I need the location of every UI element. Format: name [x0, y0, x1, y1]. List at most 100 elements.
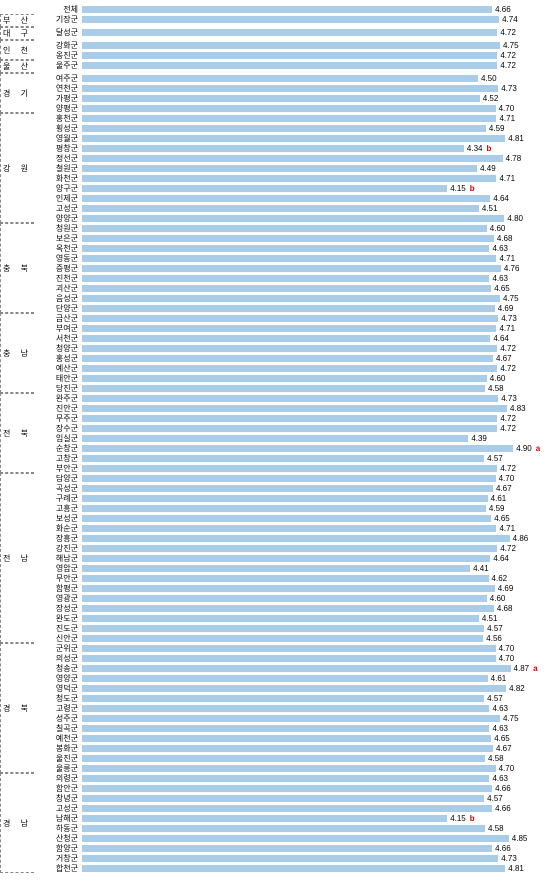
bar-value: 4.70 — [499, 474, 515, 483]
bar-value: 4.76 — [504, 264, 520, 273]
bar-value: 4.78 — [506, 154, 522, 163]
bar-value: 4.81 — [508, 864, 524, 873]
bar-cell: 4.71 — [82, 524, 552, 533]
bar-row: 보성군4.65 — [34, 513, 552, 523]
bar-row: 예산군4.72 — [34, 363, 552, 373]
bar-cell: 4.71 — [82, 324, 552, 333]
region-side: 전 남 — [0, 473, 34, 643]
bar — [82, 775, 489, 782]
region-side: 충 남 — [0, 313, 34, 393]
bar-row: 구례군4.61 — [34, 493, 552, 503]
bar-row: 함안군4.66 — [34, 783, 552, 793]
bar-cell: 4.60 — [82, 374, 552, 383]
bar — [82, 535, 510, 542]
bar-row: 하동군4.58 — [34, 823, 552, 833]
bar-value: 4.63 — [492, 774, 508, 783]
bar-value: 4.62 — [492, 574, 508, 583]
bar-cell: 4.67 — [82, 484, 552, 493]
bar-row: 진천군4.63 — [34, 273, 552, 283]
bar — [82, 195, 490, 202]
bar-cell: 4.63 — [82, 774, 552, 783]
bar-cell: 4.71 — [82, 174, 552, 183]
region-group: 경 기여주군4.50연천군4.73가평군4.52양평군4.70 — [0, 73, 552, 113]
bar-row: 고령군4.63 — [34, 703, 552, 713]
bar-cell: 4.72 — [82, 51, 552, 60]
bar-row: 함평군4.69 — [34, 583, 552, 593]
bar-value: 4.68 — [497, 604, 513, 613]
bar-cell: 4.49 — [82, 164, 552, 173]
bar-cell: 4.72 — [82, 414, 552, 423]
bar-value: 4.72 — [500, 51, 516, 60]
region-group: 충 북청원군4.60보은군4.68옥천군4.63영동군4.71증평군4.76진천… — [0, 223, 552, 313]
bar — [82, 865, 505, 872]
bar-cell: 4.85 — [82, 834, 552, 843]
region-label: 인 천 — [3, 45, 32, 56]
bar-row: 보은군4.68 — [34, 233, 552, 243]
region-group: 울 산울주군4.72 — [0, 60, 552, 73]
bar-value: 4.66 — [495, 804, 511, 813]
bar-cell: 4.61 — [82, 674, 552, 683]
bar — [82, 385, 485, 392]
region-group: 전 북완주군4.73진안군4.83무주군4.72장수군4.72임실군4.39순창… — [0, 393, 552, 473]
bar-row: 칠곡군4.63 — [34, 723, 552, 733]
bar-value: 4.80 — [507, 214, 523, 223]
row-label: 기장군 — [34, 14, 82, 25]
bar-cell: 4.34b — [82, 144, 552, 153]
bar-row: 횡성군4.59 — [34, 123, 552, 133]
bar-value: 4.50 — [481, 74, 497, 83]
bar-value: 4.49 — [480, 164, 496, 173]
bar-row: 화천군4.71 — [34, 173, 552, 183]
bar-value: 4.85 — [512, 834, 528, 843]
bar-value: 4.66 — [495, 844, 511, 853]
bar-row: 달성군4.72 — [34, 27, 552, 37]
bar-value: 4.59 — [489, 504, 505, 513]
region-side: 경 남 — [0, 773, 34, 873]
bar — [82, 845, 492, 852]
bar-value: 4.57 — [487, 454, 503, 463]
region-side: 부 산 — [0, 14, 34, 27]
bar-cell: 4.75 — [82, 41, 552, 50]
bar-row: 진도군4.57 — [34, 623, 552, 633]
bar-cell: 4.59 — [82, 124, 552, 133]
bar-value: 4.67 — [496, 484, 512, 493]
bar-value: 4.63 — [492, 274, 508, 283]
bar — [82, 445, 513, 452]
bar-value: 4.71 — [499, 324, 515, 333]
bar-row: 무주군4.72 — [34, 413, 552, 423]
bar-value: 4.75 — [503, 294, 519, 303]
bar-cell: 4.65 — [82, 734, 552, 743]
bar — [82, 395, 498, 402]
bar-cell: 4.75 — [82, 714, 552, 723]
significance-mark: a — [536, 444, 540, 453]
region-label: 경 북 — [3, 703, 32, 714]
bar — [82, 665, 511, 672]
bar-value: 4.64 — [493, 334, 509, 343]
bar-value: 4.61 — [491, 674, 507, 683]
bar-row: 성주군4.75 — [34, 713, 552, 723]
bar-cell: 4.70 — [82, 104, 552, 113]
bar-row: 곡성군4.67 — [34, 483, 552, 493]
bar-cell: 4.15b — [82, 814, 552, 823]
bar-value: 4.61 — [491, 494, 507, 503]
bar-row: 합천군4.81 — [34, 863, 552, 873]
bar-row: 담양군4.70 — [34, 473, 552, 483]
bar-cell: 4.64 — [82, 194, 552, 203]
bar-cell: 4.63 — [82, 724, 552, 733]
bar — [82, 405, 507, 412]
bar-value: 4.63 — [492, 724, 508, 733]
bar-row: 인제군4.64 — [34, 193, 552, 203]
significance-mark: b — [470, 814, 475, 823]
bar-cell: 4.41 — [82, 564, 552, 573]
bar-row: 전체4.66 — [34, 4, 552, 14]
bar-row: 임실군4.39 — [34, 433, 552, 443]
bar-value: 4.87 — [514, 664, 530, 673]
bar-row: 무안군4.62 — [34, 573, 552, 583]
bar-cell: 4.72 — [82, 364, 552, 373]
bar-cell: 4.66 — [82, 804, 552, 813]
region-side: 대 구 — [0, 27, 34, 40]
bar-cell: 4.57 — [82, 794, 552, 803]
bar — [82, 625, 484, 632]
bar — [82, 765, 496, 772]
bar — [82, 835, 509, 842]
bar-row: 고성군4.51 — [34, 203, 552, 213]
